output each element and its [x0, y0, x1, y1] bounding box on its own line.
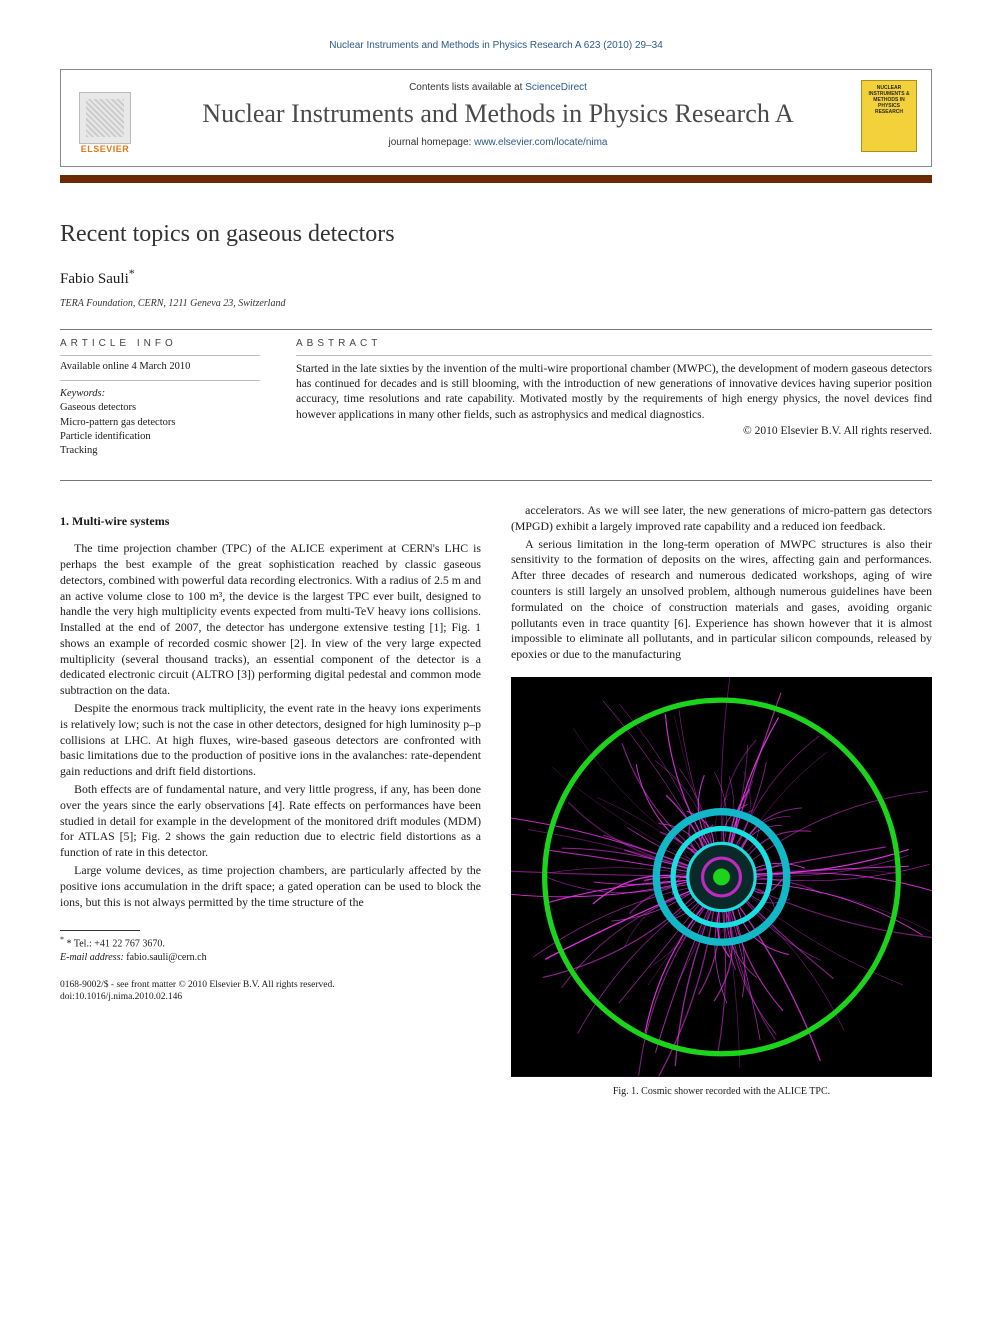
elsevier-label: ELSEVIER [81, 144, 130, 154]
keyword: Micro-pattern gas detectors [60, 416, 260, 430]
keyword: Particle identification [60, 430, 260, 444]
abstract-label: ABSTRACT [296, 330, 932, 355]
figure-1-image [511, 677, 932, 1077]
available-online: Available online 4 March 2010 [60, 360, 260, 380]
abstract-text: Started in the late sixties by the inven… [296, 356, 932, 423]
author-line: Fabio Sauli* [60, 266, 932, 288]
figure-1-caption: Fig. 1. Cosmic shower recorded with the … [511, 1085, 932, 1098]
tel-marker: * [60, 935, 64, 944]
homepage-link[interactable]: www.elsevier.com/locate/nima [474, 137, 607, 148]
bottom-meta: 0168-9002/$ - see front matter © 2010 El… [60, 979, 481, 1004]
body-paragraph: A serious limitation in the long-term op… [511, 537, 932, 663]
email-value: fabio.sauli@cern.ch [126, 952, 206, 963]
corresponding-email: E-mail address: fabio.sauli@cern.ch [60, 951, 481, 965]
body-paragraph: Large volume devices, as time projection… [60, 863, 481, 910]
homepage-prefix: journal homepage: [388, 137, 474, 148]
article-body: 1. Multi-wire systems The time projectio… [60, 503, 932, 1098]
sciencedirect-link[interactable]: ScienceDirect [525, 82, 587, 93]
section-heading-1: 1. Multi-wire systems [60, 513, 481, 529]
abstract-copyright: © 2010 Elsevier B.V. All rights reserved… [296, 425, 932, 437]
body-paragraph: The time projection chamber (TPC) of the… [60, 541, 481, 699]
contents-prefix: Contents lists available at [409, 82, 525, 93]
divider-bar [60, 175, 932, 183]
journal-cover-thumbnail: NUCLEAR INSTRUMENTS & METHODS IN PHYSICS… [861, 80, 917, 152]
corresponding-tel: * * Tel.: +41 22 767 3670. [60, 935, 481, 951]
affiliation: TERA Foundation, CERN, 1211 Geneva 23, S… [60, 298, 932, 309]
tel-label: * Tel.: [67, 939, 95, 950]
article-info-column: ARTICLE INFO Available online 4 March 20… [60, 330, 260, 458]
running-header: Nuclear Instruments and Methods in Physi… [60, 40, 932, 51]
abstract-column: ABSTRACT Started in the late sixties by … [296, 330, 932, 458]
body-paragraph: accelerators. As we will see later, the … [511, 503, 932, 535]
email-label: E-mail address: [60, 952, 126, 963]
corresponding-marker: * [129, 266, 135, 280]
keyword: Gaseous detectors [60, 401, 260, 415]
article-title: Recent topics on gaseous detectors [60, 221, 932, 248]
author-name: Fabio Sauli [60, 271, 129, 287]
figure-1: Fig. 1. Cosmic shower recorded with the … [511, 677, 932, 1098]
footnote-rule [60, 930, 140, 931]
keyword: Tracking [60, 444, 260, 458]
body-paragraph: Both effects are of fundamental nature, … [60, 782, 481, 861]
keywords-head: Keywords: [60, 381, 260, 401]
elsevier-tree-icon [79, 92, 131, 144]
doi-line: doi:10.1016/j.nima.2010.02.146 [60, 991, 481, 1003]
elsevier-logo: ELSEVIER [75, 80, 135, 154]
journal-name: Nuclear Instruments and Methods in Physi… [147, 99, 849, 129]
footnotes: * * Tel.: +41 22 767 3670. E-mail addres… [60, 935, 481, 964]
tel-value: +41 22 767 3670. [94, 939, 165, 950]
body-paragraph: Despite the enormous track multiplicity,… [60, 701, 481, 780]
journal-header: ELSEVIER Contents lists available at Sci… [60, 69, 932, 167]
contents-list-line: Contents lists available at ScienceDirec… [147, 82, 849, 93]
journal-homepage-line: journal homepage: www.elsevier.com/locat… [147, 137, 849, 148]
issn-line: 0168-9002/$ - see front matter © 2010 El… [60, 979, 481, 991]
article-info-label: ARTICLE INFO [60, 330, 260, 355]
